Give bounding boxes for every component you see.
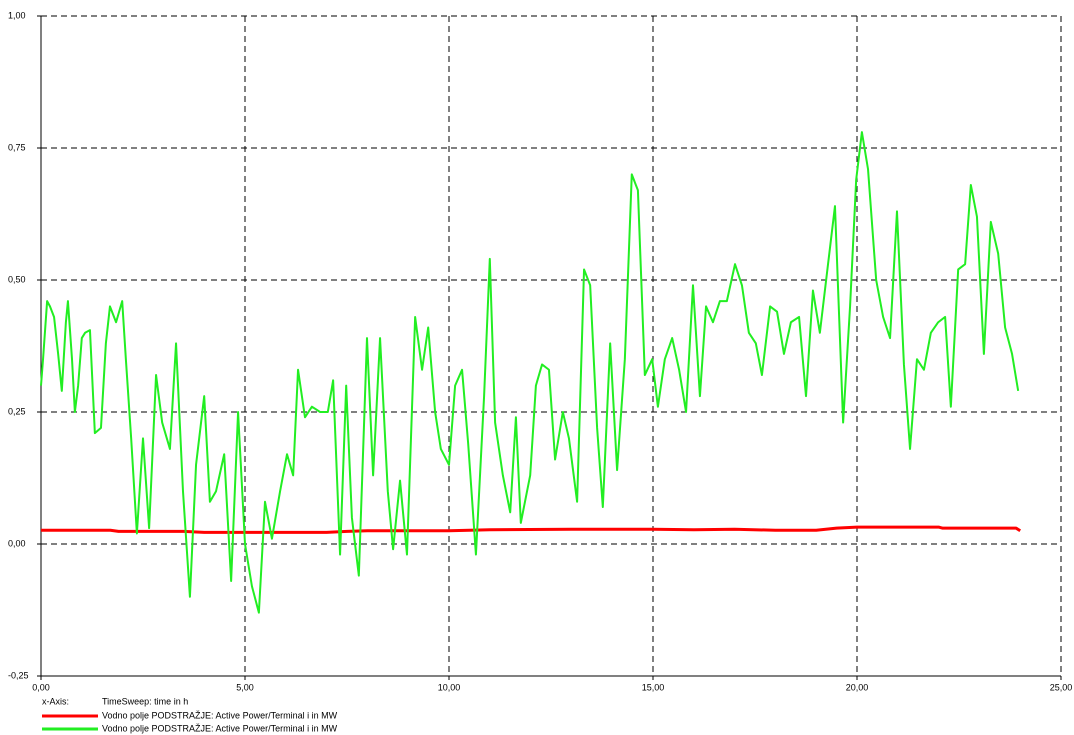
y-tick-label: 1,00	[8, 10, 26, 20]
x-tick-label: 0,00	[32, 682, 50, 692]
x-tick-label: 25,00	[1050, 682, 1073, 692]
x-tick-label: 10,00	[438, 682, 461, 692]
legend-label: Vodno polje PODSTRAŽJE: Active Power/Ter…	[102, 710, 338, 720]
y-tick-label: -0,25	[8, 670, 29, 680]
x-axis-legend-text: TimeSweep: time in h	[102, 696, 188, 706]
x-tick-label: 15,00	[642, 682, 665, 692]
series-line	[41, 525, 1022, 534]
y-tick-label: 0,25	[8, 406, 26, 416]
x-tick-label: 20,00	[846, 682, 869, 692]
y-tick-label: 0,50	[8, 274, 26, 284]
x-tick-label: 5,00	[236, 682, 254, 692]
legend-label: Vodno polje PODSTRAŽJE: Active Power/Ter…	[102, 723, 338, 733]
y-tick-label: 0,75	[8, 142, 26, 152]
y-tick-label: 0,00	[8, 538, 26, 548]
series-line	[40, 131, 1020, 614]
x-axis-legend-label: x-Axis:	[42, 696, 69, 706]
